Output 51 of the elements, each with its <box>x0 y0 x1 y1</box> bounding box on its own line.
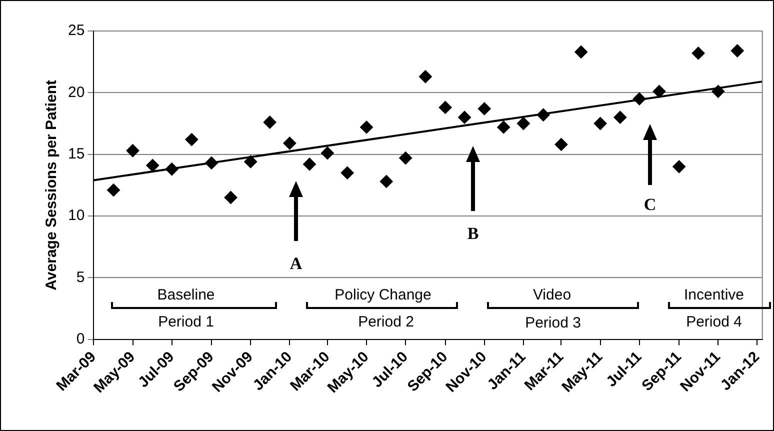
point <box>185 133 198 146</box>
y-tick-label: 20 <box>68 84 85 101</box>
point <box>652 84 666 98</box>
point <box>614 110 627 124</box>
point <box>360 120 374 134</box>
point <box>692 46 705 60</box>
point <box>320 146 334 160</box>
annotation: Policy Change <box>334 286 432 304</box>
annotation: B <box>467 224 479 244</box>
point <box>554 138 568 151</box>
point <box>712 84 725 98</box>
point <box>399 152 412 165</box>
y-tick-label: 10 <box>68 207 85 224</box>
point <box>244 155 258 168</box>
point <box>438 100 452 114</box>
point <box>497 120 510 134</box>
point <box>574 45 588 58</box>
point <box>516 116 530 130</box>
point <box>224 190 238 204</box>
annotation: Incentive <box>684 286 744 304</box>
point <box>536 108 550 122</box>
point <box>165 162 178 176</box>
y-tick-label: 15 <box>68 145 85 162</box>
annotation: Video <box>532 286 572 304</box>
y-tick-label: 0 <box>76 330 85 348</box>
point <box>672 160 686 174</box>
point <box>418 70 432 84</box>
point <box>126 144 140 158</box>
annotation: Period 3 <box>525 314 581 332</box>
point <box>730 44 744 58</box>
point <box>146 158 160 172</box>
point <box>458 110 472 124</box>
annotation: Period 2 <box>358 314 414 330</box>
point <box>632 92 646 106</box>
point <box>107 184 120 197</box>
point <box>205 156 218 170</box>
point <box>263 116 276 129</box>
point <box>380 174 393 188</box>
point <box>283 136 296 150</box>
point <box>478 102 491 116</box>
annotation: C <box>644 195 656 215</box>
y-tick-label: 5 <box>76 268 85 286</box>
annotation: Period 4 <box>686 314 742 330</box>
annotation: A <box>290 254 302 274</box>
point <box>340 166 354 180</box>
point <box>594 116 607 130</box>
annotation: Baseline <box>157 286 215 304</box>
point <box>303 158 316 171</box>
y-axis-title: Average Sessions per Patient <box>43 80 60 290</box>
y-tick-label: 25 <box>68 22 85 40</box>
annotation: Period 1 <box>158 314 214 330</box>
